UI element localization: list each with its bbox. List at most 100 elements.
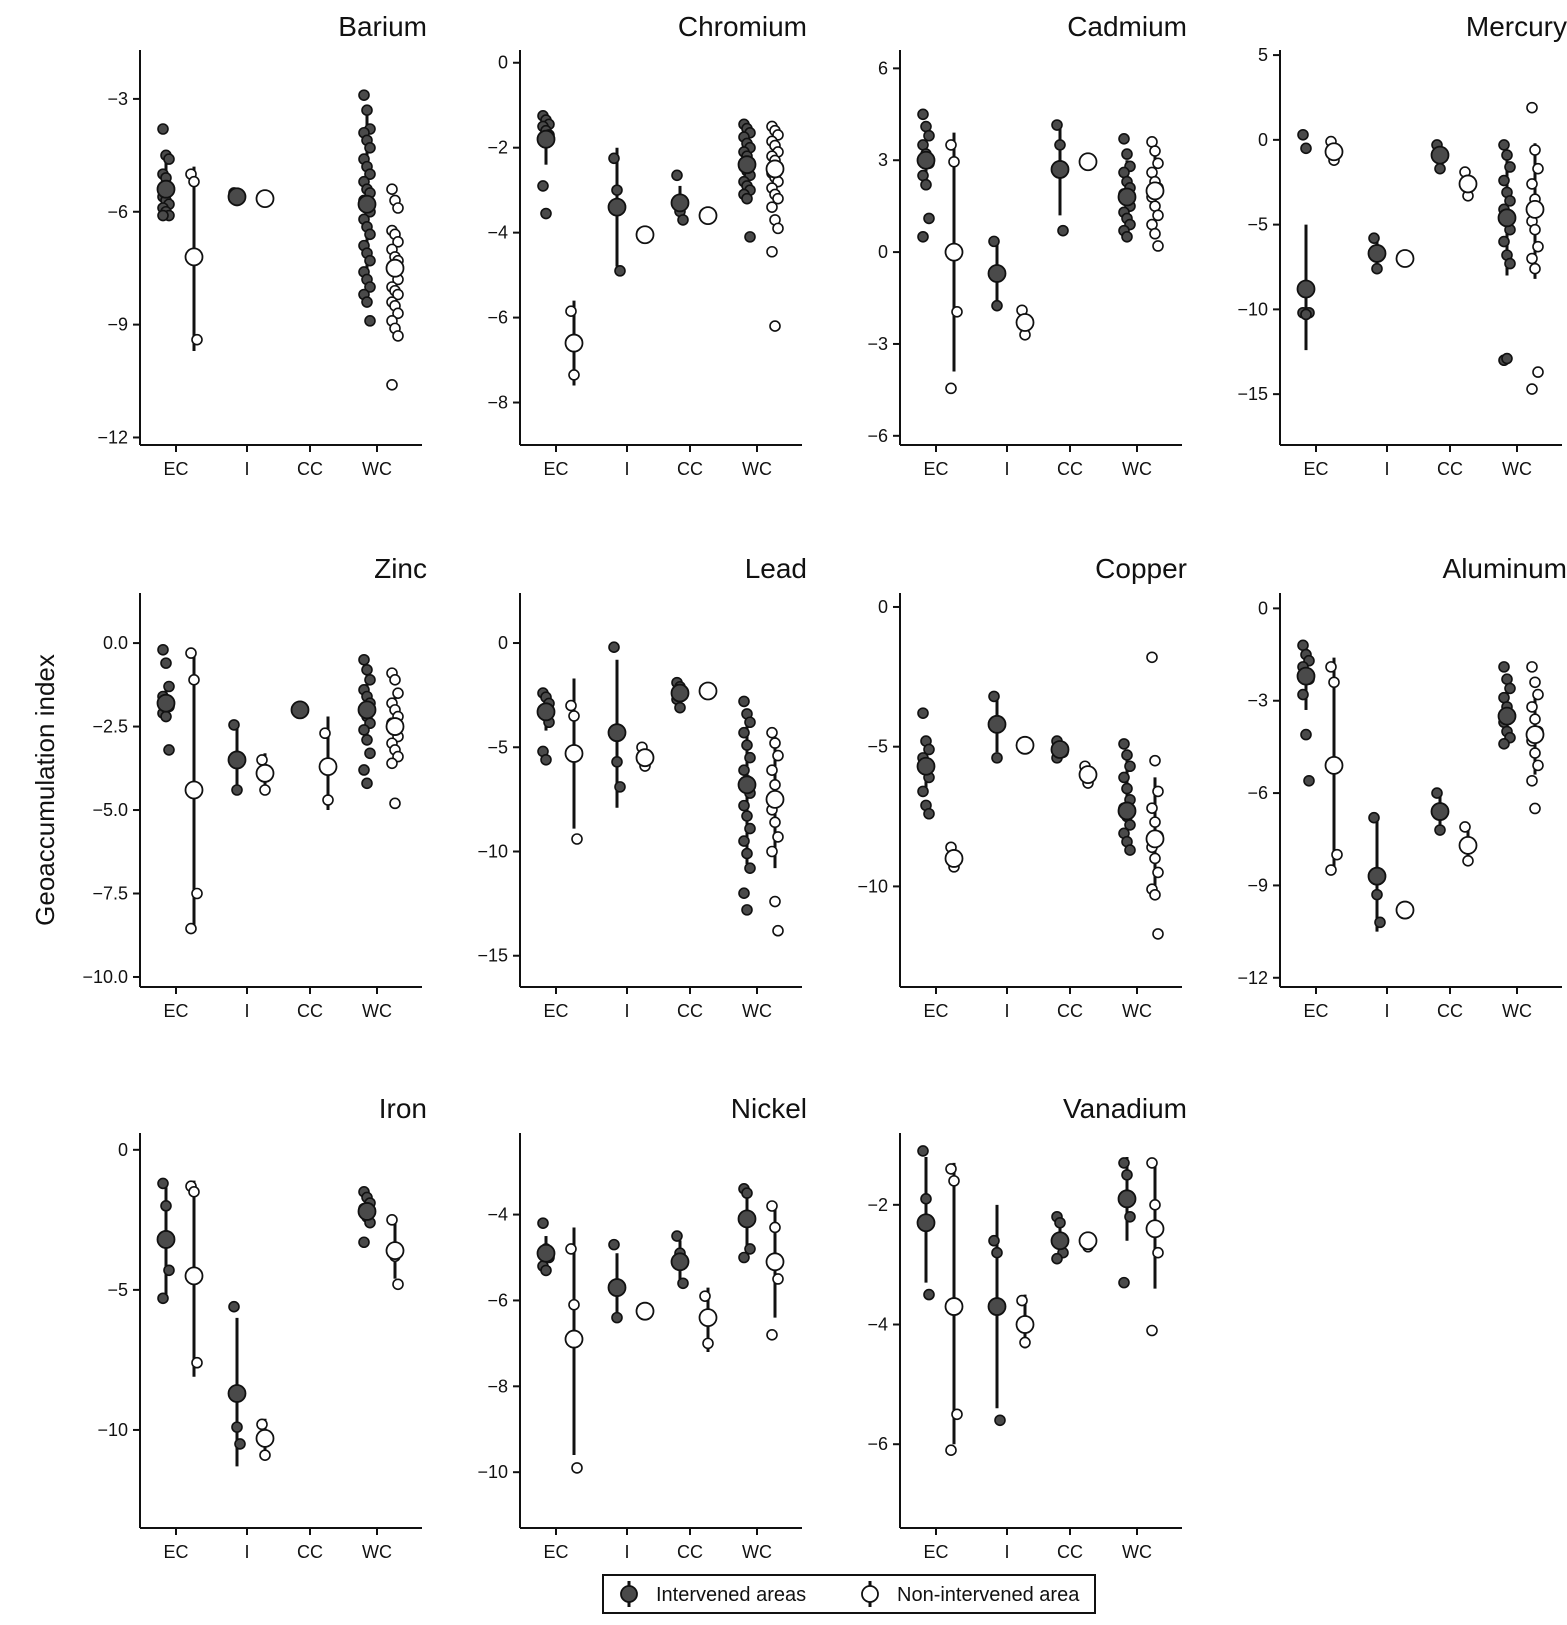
data-point xyxy=(608,641,620,654)
panel-title-iron: Iron xyxy=(379,1093,427,1124)
data-point xyxy=(1371,888,1383,901)
data-point xyxy=(741,847,753,860)
x-tick-label-mercury: EC xyxy=(1303,459,1328,479)
data-point xyxy=(188,1186,200,1198)
group-cadmium-cc-intervened xyxy=(1050,119,1070,237)
mean-marker xyxy=(1458,836,1478,855)
data-point xyxy=(766,1200,778,1212)
x-tick-label-vanadium: CC xyxy=(1057,1542,1083,1562)
data-point xyxy=(1434,162,1446,175)
y-tick-label-cadmium: 6 xyxy=(878,58,888,78)
mean-marker xyxy=(916,1213,936,1233)
group-cadmium-wc-non-intervened xyxy=(1145,136,1165,252)
data-point xyxy=(988,235,1000,248)
mean-marker xyxy=(156,1230,176,1249)
data-point xyxy=(1121,749,1133,761)
y-tick-label-lead: −10 xyxy=(477,841,508,861)
data-point xyxy=(1526,101,1538,114)
group-vanadium-i-non-intervened xyxy=(1015,1294,1035,1349)
group-cadmium-ec-intervened xyxy=(916,108,936,243)
group-aluminum-ec-non-intervened xyxy=(1324,657,1344,876)
data-point xyxy=(1325,661,1337,673)
data-point xyxy=(259,1449,271,1461)
data-point xyxy=(741,739,753,751)
group-aluminum-wc-non-intervened xyxy=(1525,661,1545,815)
group-cadmium-ec-non-intervened xyxy=(944,132,964,395)
y-tick-label-cadmium: −6 xyxy=(867,426,888,446)
group-cadmium-i-non-intervened xyxy=(1015,304,1035,341)
data-point xyxy=(1149,1199,1161,1211)
data-point xyxy=(540,207,552,220)
panel-title-mercury: Mercury xyxy=(1466,11,1567,42)
group-vanadium-ec-intervened xyxy=(916,1145,936,1301)
mean-marker xyxy=(670,683,690,703)
mean-marker xyxy=(536,1243,556,1263)
data-point xyxy=(1054,1216,1066,1229)
mean-marker xyxy=(227,1384,247,1403)
mean-marker xyxy=(564,333,584,353)
data-point xyxy=(769,778,781,791)
data-point xyxy=(945,1163,957,1175)
panel-cadmium: Cadmium 6 3 0 −3 −6 EC I CC WC xyxy=(867,11,1187,479)
group-copper-cc-non-intervened xyxy=(1078,760,1098,789)
group-zinc-cc-intervened xyxy=(290,700,310,720)
data-point xyxy=(738,695,750,708)
group-lead-ec-intervened xyxy=(536,687,556,766)
data-point xyxy=(361,104,373,116)
data-point xyxy=(157,1177,169,1190)
group-chromium-cc-non-intervened xyxy=(698,206,718,226)
y-tick-label-zinc: 0.0 xyxy=(103,633,128,653)
data-point xyxy=(677,1277,689,1290)
data-point xyxy=(1498,139,1510,151)
y-tick-label-zinc: −2.5 xyxy=(92,717,128,737)
panel-copper: Copper 0 −5 −10 EC I CC WC xyxy=(857,553,1187,1021)
data-point xyxy=(392,687,404,699)
data-point xyxy=(392,236,404,248)
group-vanadium-ec-non-intervened xyxy=(944,1162,964,1456)
data-point xyxy=(923,743,935,756)
group-iron-i-intervened xyxy=(227,1300,247,1467)
mean-marker xyxy=(1145,1219,1165,1239)
data-point xyxy=(1121,1169,1133,1181)
mean-marker xyxy=(385,258,405,278)
y-tick-label-mercury: 5 xyxy=(1258,45,1268,65)
y-tick-label-nickel: −10 xyxy=(477,1462,508,1482)
mean-marker xyxy=(1117,1189,1137,1209)
mean-marker xyxy=(357,700,377,720)
x-tick-label-zinc: I xyxy=(244,1001,249,1021)
data-point xyxy=(1532,162,1544,175)
data-point xyxy=(568,1298,580,1311)
data-point xyxy=(185,647,197,659)
group-iron-ec-non-intervened xyxy=(184,1180,204,1377)
data-point xyxy=(1152,785,1164,798)
data-point xyxy=(392,330,404,342)
mean-marker xyxy=(737,775,757,795)
x-tick-label-mercury: WC xyxy=(1502,459,1532,479)
data-point xyxy=(364,168,376,180)
data-point xyxy=(1303,774,1315,787)
group-zinc-wc-non-intervened xyxy=(385,667,405,810)
mean-marker xyxy=(184,1266,204,1286)
group-copper-ec-intervened xyxy=(916,707,936,820)
group-copper-cc-intervened xyxy=(1050,735,1070,764)
mean-marker xyxy=(1145,829,1165,849)
y-tick-label-lead: −15 xyxy=(477,946,508,966)
mean-marker xyxy=(1458,174,1478,194)
panel-zinc: Zinc 0.0 −2.5 −5.0 −7.5 −10.0 EC I CC WC xyxy=(82,553,427,1021)
data-point xyxy=(988,690,1000,703)
mean-marker xyxy=(184,780,204,800)
data-point xyxy=(191,1356,203,1369)
data-point xyxy=(923,1288,935,1301)
group-aluminum-i-non-intervened xyxy=(1395,900,1415,920)
group-cadmium-cc-non-intervened xyxy=(1078,152,1098,172)
x-tick-label-zinc: WC xyxy=(362,1001,392,1021)
data-point xyxy=(945,382,957,395)
group-barium-ec-intervened xyxy=(156,123,176,222)
data-point xyxy=(386,1214,398,1226)
mean-marker xyxy=(698,1308,718,1328)
data-point xyxy=(1529,747,1541,759)
data-point xyxy=(769,816,781,829)
mean-marker xyxy=(536,702,556,722)
data-point xyxy=(1498,661,1510,673)
y-tick-label-barium: −6 xyxy=(107,202,128,222)
